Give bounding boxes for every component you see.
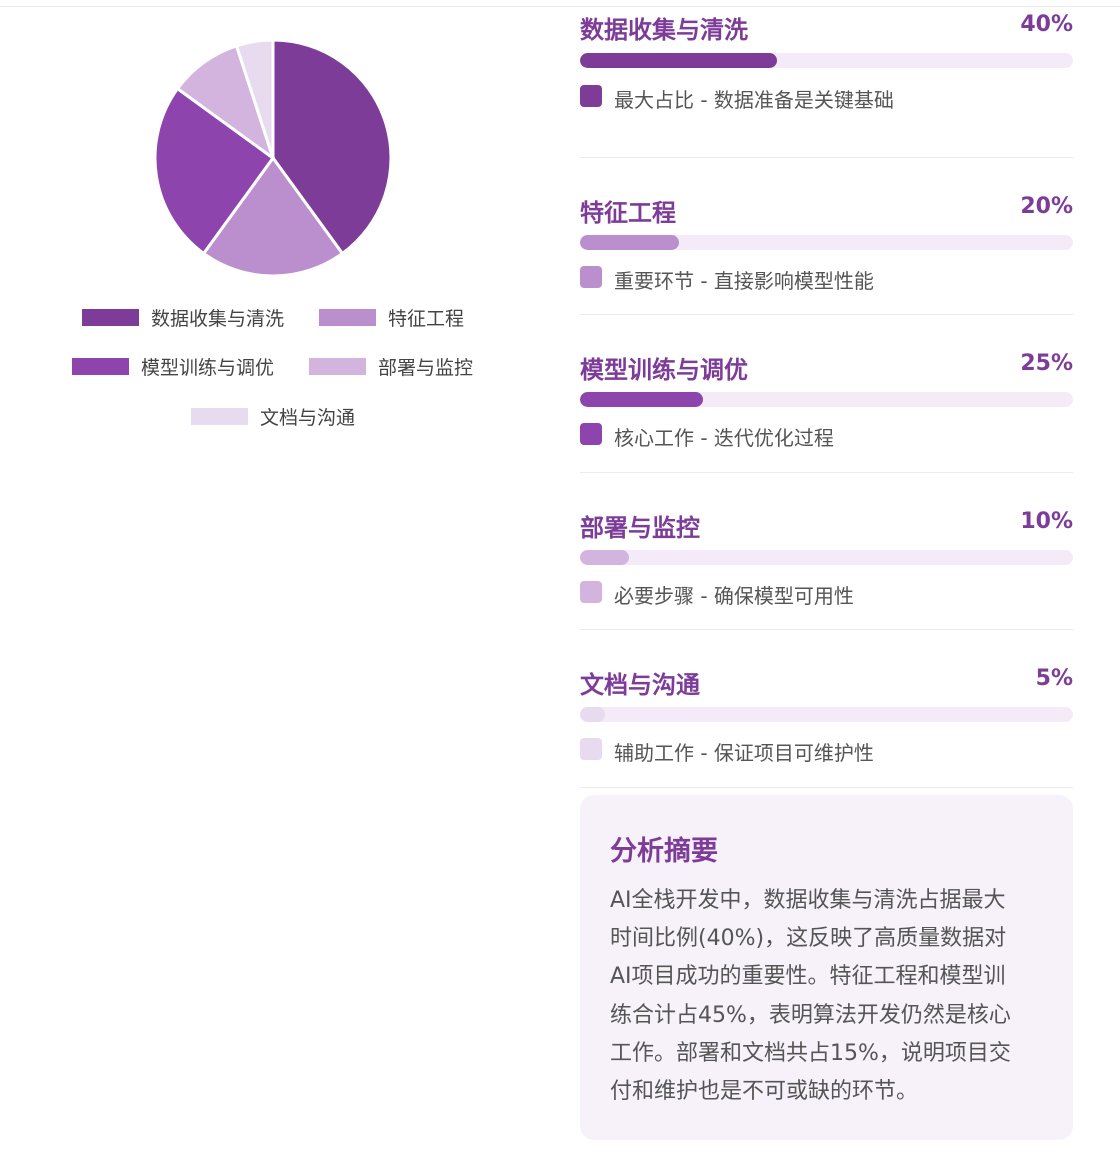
legend-swatch[interactable] (319, 309, 376, 326)
slice-model-training (153, 86, 276, 256)
progress-fill (580, 234, 679, 250)
item-name: 模型训练与调优 (580, 356, 748, 384)
summary-title: 分析摘要 (610, 836, 718, 867)
pie-slices (153, 38, 393, 278)
item-percentage: 25% (1020, 351, 1073, 376)
progress-fill (580, 549, 630, 565)
item-percentage: 20% (1020, 193, 1073, 219)
progress-fill (580, 707, 605, 722)
summary-line: AI全栈开发中，数据收集与清洗占据最大 (610, 888, 1006, 913)
item-percentage: 10% (1020, 508, 1073, 534)
legend-label[interactable]: 部署与监控 (378, 357, 473, 379)
breakdown-item-model-training: 模型训练与调优 25% 核心工作 - 迭代优化过程 (580, 315, 1073, 473)
color-swatch (580, 85, 602, 107)
breakdown-item-deployment: 部署与监控 10% 必要步骤 - 确保模型可用性 (580, 473, 1073, 630)
progress-track (580, 53, 1073, 68)
legend-label[interactable]: 模型训练与调优 (141, 357, 274, 379)
progress-fill (580, 53, 778, 68)
slice-feature-engineering (201, 155, 345, 278)
summary-line: 付和维护也是不可或缺的环节。 (610, 1079, 919, 1105)
breakdown-item-data-collection: 数据收集与清洗 40% 最大占比 - 数据准备是关键基础 (580, 0, 1073, 158)
slice-documentation (234, 38, 275, 159)
item-description: 辅助工作 - 保证项目可维护性 (614, 741, 874, 765)
top-divider (0, 6, 1120, 7)
summary-line: AI项目成功的重要性。特征工程和模型训 (610, 964, 1006, 990)
legend-swatch[interactable] (72, 358, 129, 375)
summary-line: 练合计占45%，表明算法开发仍然是核心 (610, 1002, 1011, 1028)
progress-track (580, 707, 1073, 722)
color-swatch (580, 738, 602, 760)
progress-track (580, 234, 1073, 250)
item-description: 重要环节 - 直接影响模型性能 (614, 268, 874, 293)
summary-line: 工作。部署和文档共占15%，说明项目交 (610, 1040, 1011, 1066)
legend-swatch[interactable] (309, 358, 366, 375)
item-name: 特征工程 (580, 198, 676, 227)
breakdown-list: 数据收集与清洗 40% 最大占比 - 数据准备是关键基础 特征工程 20% 重要… (580, 0, 1073, 788)
item-percentage: 40% (1020, 12, 1073, 37)
color-swatch (580, 580, 602, 603)
legend-label[interactable]: 特征工程 (388, 308, 464, 330)
color-swatch (580, 265, 602, 288)
legend-swatch[interactable] (82, 309, 139, 326)
progress-track (580, 549, 1073, 565)
item-description: 必要步骤 - 确保模型可用性 (614, 583, 854, 608)
color-swatch (580, 423, 602, 445)
item-percentage: 5% (1035, 666, 1073, 691)
legend-label[interactable]: 数据收集与清洗 (151, 308, 284, 330)
slice-data-collection (271, 38, 393, 256)
legend-swatch[interactable] (191, 408, 248, 425)
summary-line: 时间比例(40%)，这反映了高质量数据对 (610, 926, 1007, 952)
item-description: 核心工作 - 迭代优化过程 (614, 426, 834, 450)
progress-fill (580, 392, 704, 407)
summary-card: 分析摘要 AI全栈开发中，数据收集与清洗占据最大 时间比例(40%)，这反映了高… (580, 795, 1073, 1140)
progress-track (580, 392, 1073, 407)
item-description: 最大占比 - 数据准备是关键基础 (614, 88, 894, 112)
item-name: 数据收集与清洗 (580, 16, 748, 44)
legend-label[interactable]: 文档与沟通 (260, 407, 355, 429)
summary-text: AI全栈开发中，数据收集与清洗占据最大 时间比例(40%)，这反映了高质量数据对… (610, 882, 1045, 1111)
item-name: 文档与沟通 (580, 671, 700, 699)
breakdown-item-feature-engineering: 特征工程 20% 重要环节 - 直接影响模型性能 (580, 158, 1073, 315)
item-name: 部署与监控 (580, 513, 700, 542)
breakdown-item-documentation: 文档与沟通 5% 辅助工作 - 保证项目可维护性 (580, 630, 1073, 788)
